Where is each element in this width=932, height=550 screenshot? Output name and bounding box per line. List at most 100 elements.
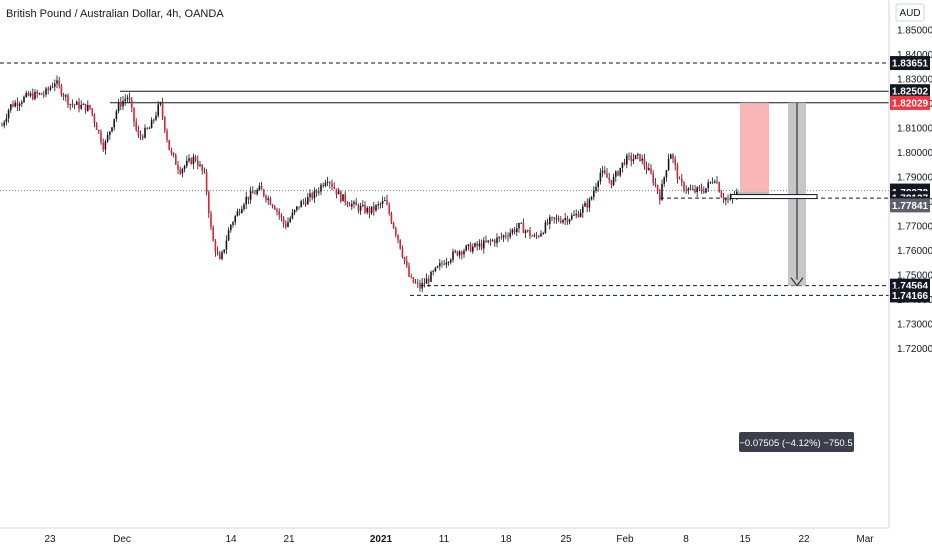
candle (580, 209, 582, 217)
candle (371, 206, 373, 215)
candle (61, 84, 63, 97)
candle (265, 194, 267, 202)
measure-label-text: −0.07505 (−4.12%) −750.5 (739, 438, 852, 449)
candle (263, 189, 265, 198)
candle (85, 104, 87, 114)
y-tick-label: 1.85000 (897, 26, 932, 37)
candle (536, 232, 538, 239)
price-label: 1.83651 (890, 56, 930, 70)
candle (157, 101, 159, 118)
candle (333, 182, 335, 189)
candle (52, 83, 54, 89)
candle (553, 217, 555, 224)
candle (351, 200, 353, 210)
candle (622, 162, 624, 172)
candle (285, 220, 287, 229)
candle (32, 88, 34, 100)
candle (690, 184, 692, 190)
candle (516, 223, 518, 236)
candle (655, 178, 657, 187)
candle (432, 270, 434, 276)
candle (47, 86, 49, 94)
candle (514, 227, 516, 234)
candle (129, 93, 131, 104)
candle (17, 98, 19, 111)
candle (549, 215, 551, 230)
candle (358, 204, 360, 214)
candle (718, 182, 720, 193)
candle (294, 209, 296, 215)
x-tick-label: 2021 (370, 534, 393, 545)
candle (193, 154, 195, 170)
x-tick-label: Mar (856, 534, 874, 545)
candle (613, 173, 615, 186)
candle (452, 249, 454, 263)
candle (325, 180, 327, 187)
y-tick-label: 1.76000 (897, 246, 932, 257)
candle (483, 237, 485, 254)
candle (641, 155, 643, 165)
candle (212, 225, 214, 241)
candle (571, 213, 573, 221)
candle (415, 279, 417, 284)
price-label-text: 1.82029 (892, 98, 929, 109)
candle (175, 153, 177, 165)
x-tick-label: 18 (500, 534, 512, 545)
candle (701, 184, 703, 194)
candle (80, 100, 82, 110)
candle (243, 203, 245, 212)
candle (272, 204, 274, 209)
y-tick-label: 1.72000 (897, 344, 932, 355)
price-label-text: 1.74166 (892, 291, 929, 302)
candle (72, 99, 74, 107)
candle (490, 239, 492, 246)
candle (69, 104, 71, 111)
candle (388, 202, 390, 215)
candle (234, 215, 236, 226)
currency-badge[interactable]: AUD (896, 4, 924, 21)
currency-badge-label: AUD (899, 8, 920, 19)
position-box (731, 195, 817, 199)
candle (527, 230, 529, 233)
candle (670, 153, 672, 158)
candle (567, 216, 569, 225)
candle (692, 185, 694, 190)
candle (494, 239, 496, 247)
time-axis[interactable]: 23 Dec 14 21 2021 11 18 25 Feb 8 15 22 Mar (0, 528, 889, 545)
candle (630, 152, 632, 166)
candle (556, 214, 558, 223)
candle (149, 127, 151, 129)
candle (208, 190, 210, 218)
candle (340, 190, 342, 202)
candle (267, 195, 269, 204)
candle (397, 234, 399, 243)
candle (648, 163, 650, 171)
candle (215, 239, 217, 257)
candle (67, 93, 69, 108)
candle (107, 132, 109, 143)
candle (127, 95, 129, 103)
candle (679, 176, 681, 179)
candle (727, 195, 729, 204)
price-label-text: 1.83651 (892, 59, 929, 70)
candle (492, 239, 494, 242)
candle (628, 153, 630, 161)
price-axis[interactable]: 1.850001.840001.830001.820001.810001.800… (889, 0, 932, 528)
candle (228, 227, 230, 241)
x-tick-label: 8 (683, 534, 689, 545)
candle (714, 180, 716, 184)
candle (399, 239, 401, 249)
candle (635, 155, 637, 159)
candle (63, 93, 65, 100)
candle (3, 120, 5, 128)
candle (674, 156, 676, 171)
candle (657, 184, 659, 194)
candle (547, 219, 549, 226)
candle (278, 208, 280, 219)
candle (615, 170, 617, 182)
candle (650, 164, 652, 174)
candle (184, 165, 186, 173)
candle (327, 177, 329, 186)
candle (703, 186, 705, 194)
